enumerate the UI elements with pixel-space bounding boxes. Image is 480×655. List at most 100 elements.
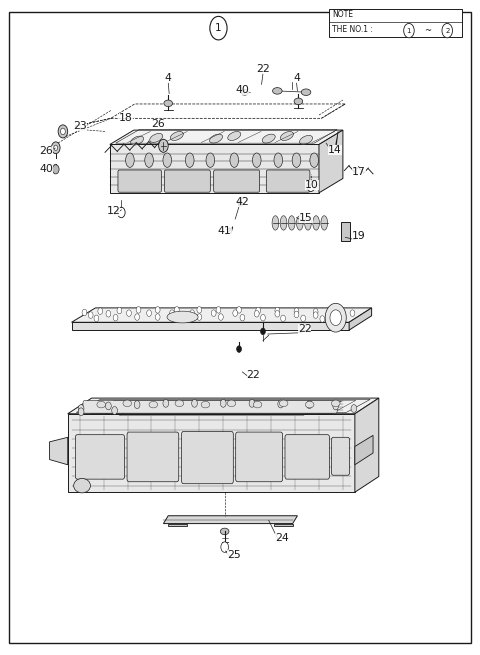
- Circle shape: [332, 309, 337, 316]
- Circle shape: [156, 307, 160, 313]
- Text: 2: 2: [445, 28, 449, 33]
- Ellipse shape: [301, 89, 311, 96]
- Circle shape: [301, 315, 306, 322]
- Ellipse shape: [305, 402, 314, 408]
- Ellipse shape: [74, 479, 90, 493]
- Circle shape: [112, 407, 118, 415]
- Circle shape: [442, 24, 453, 38]
- Ellipse shape: [228, 132, 241, 140]
- Ellipse shape: [131, 136, 144, 145]
- Ellipse shape: [220, 528, 229, 534]
- Ellipse shape: [280, 132, 293, 140]
- Circle shape: [190, 310, 194, 316]
- Polygon shape: [319, 130, 343, 193]
- Circle shape: [275, 310, 280, 317]
- Ellipse shape: [185, 153, 194, 168]
- Text: 42: 42: [236, 197, 249, 207]
- Circle shape: [281, 315, 286, 322]
- Circle shape: [169, 310, 174, 316]
- Ellipse shape: [280, 215, 287, 230]
- FancyBboxPatch shape: [285, 435, 329, 479]
- Ellipse shape: [274, 153, 283, 168]
- Ellipse shape: [272, 215, 279, 230]
- Polygon shape: [349, 308, 372, 330]
- Circle shape: [256, 307, 261, 314]
- Polygon shape: [168, 523, 187, 526]
- Circle shape: [333, 402, 338, 410]
- Polygon shape: [68, 414, 355, 492]
- Ellipse shape: [262, 134, 275, 143]
- Circle shape: [254, 310, 259, 317]
- Polygon shape: [110, 130, 343, 145]
- FancyBboxPatch shape: [214, 170, 260, 192]
- Ellipse shape: [273, 88, 282, 94]
- Ellipse shape: [206, 153, 215, 168]
- Text: 17: 17: [352, 167, 366, 177]
- FancyBboxPatch shape: [331, 438, 349, 476]
- Ellipse shape: [164, 100, 172, 107]
- Circle shape: [218, 314, 223, 320]
- Circle shape: [118, 207, 125, 217]
- Text: 4: 4: [293, 73, 300, 83]
- Ellipse shape: [175, 400, 184, 407]
- Text: 18: 18: [119, 113, 133, 123]
- Ellipse shape: [253, 402, 262, 408]
- Ellipse shape: [126, 153, 134, 168]
- Circle shape: [261, 314, 265, 321]
- Circle shape: [106, 310, 111, 317]
- Circle shape: [52, 165, 59, 174]
- Polygon shape: [163, 515, 298, 523]
- Circle shape: [197, 314, 202, 320]
- Circle shape: [54, 145, 58, 151]
- Ellipse shape: [292, 153, 301, 168]
- Ellipse shape: [123, 400, 132, 407]
- Ellipse shape: [310, 153, 319, 168]
- Circle shape: [192, 400, 197, 407]
- Ellipse shape: [313, 215, 320, 230]
- Text: NOTE: NOTE: [332, 10, 353, 19]
- Circle shape: [237, 307, 241, 313]
- Text: 22: 22: [247, 369, 260, 379]
- Circle shape: [294, 308, 299, 314]
- Circle shape: [320, 316, 324, 322]
- Ellipse shape: [331, 400, 340, 407]
- Text: 41: 41: [218, 226, 231, 236]
- Circle shape: [78, 405, 84, 413]
- Circle shape: [220, 400, 226, 407]
- Ellipse shape: [305, 215, 312, 230]
- Polygon shape: [355, 436, 373, 465]
- Ellipse shape: [210, 134, 223, 143]
- Ellipse shape: [163, 153, 171, 168]
- Text: 25: 25: [228, 550, 241, 560]
- Text: 24: 24: [275, 533, 289, 543]
- Circle shape: [307, 401, 312, 409]
- Circle shape: [307, 181, 315, 191]
- Circle shape: [294, 311, 299, 318]
- FancyBboxPatch shape: [127, 432, 179, 481]
- Circle shape: [88, 312, 93, 318]
- Ellipse shape: [252, 153, 261, 168]
- Ellipse shape: [201, 402, 210, 408]
- FancyBboxPatch shape: [118, 170, 161, 192]
- Circle shape: [211, 310, 216, 316]
- Circle shape: [158, 140, 168, 153]
- Circle shape: [113, 314, 118, 321]
- Circle shape: [58, 125, 68, 138]
- Ellipse shape: [288, 215, 295, 230]
- Ellipse shape: [170, 132, 183, 140]
- Ellipse shape: [149, 402, 157, 408]
- FancyBboxPatch shape: [266, 170, 310, 192]
- Circle shape: [134, 401, 140, 409]
- Text: 15: 15: [299, 213, 313, 223]
- Text: 40: 40: [39, 164, 53, 174]
- Text: 1: 1: [215, 23, 222, 33]
- Circle shape: [313, 312, 318, 318]
- Circle shape: [275, 307, 280, 314]
- FancyBboxPatch shape: [236, 432, 283, 481]
- Circle shape: [240, 314, 245, 321]
- Text: 1: 1: [407, 28, 411, 33]
- Circle shape: [338, 316, 343, 323]
- Ellipse shape: [145, 153, 154, 168]
- Polygon shape: [49, 438, 68, 465]
- Text: 40: 40: [236, 85, 249, 95]
